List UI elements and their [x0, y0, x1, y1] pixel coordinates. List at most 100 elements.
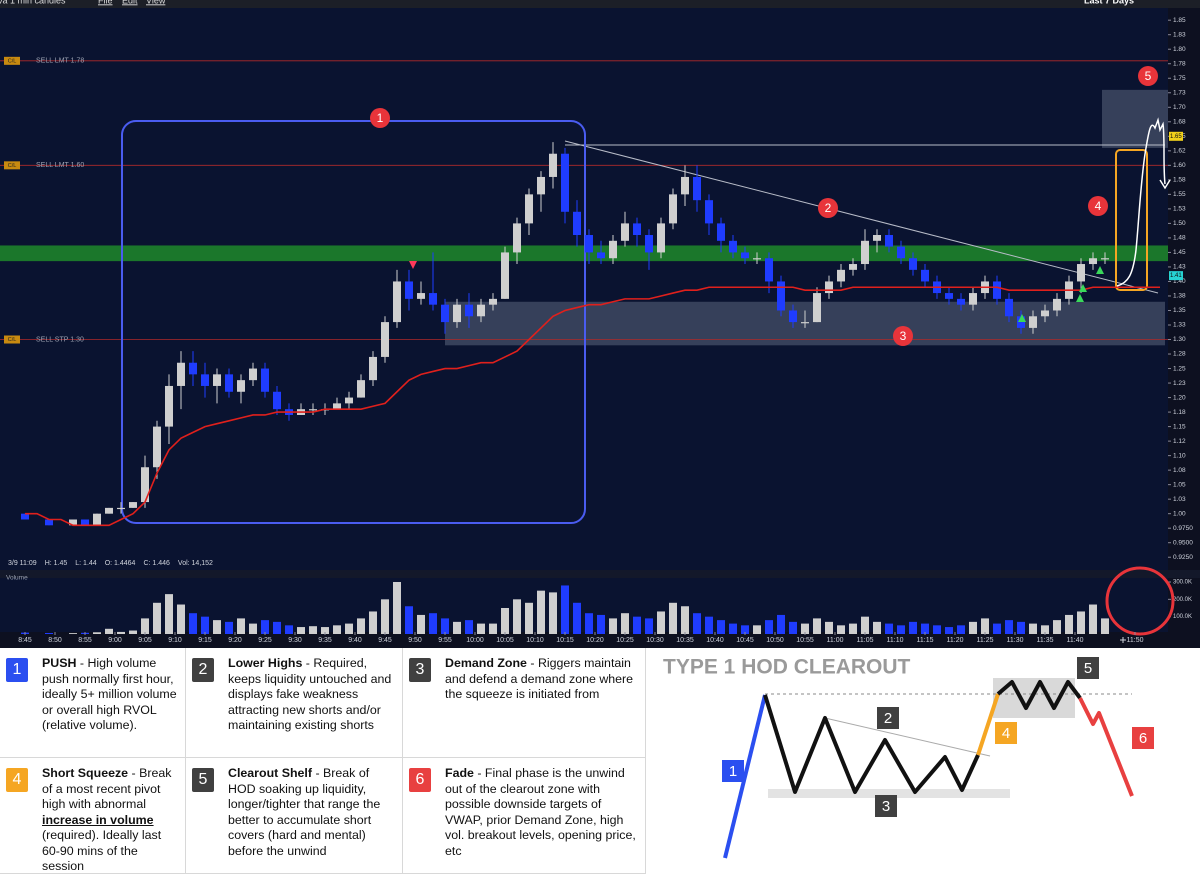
- candle-body: [885, 235, 893, 247]
- price-tag-box: [1169, 271, 1183, 281]
- y-tick-label: 1.30: [1173, 336, 1186, 343]
- diagram-label: 3: [882, 798, 890, 815]
- volume-bar: [453, 621, 461, 634]
- annotation-circle: [370, 108, 390, 128]
- x-tick-label: 11:40: [1067, 637, 1084, 644]
- y-tick-label: 1.68: [1173, 119, 1186, 126]
- y-tick-label: 1.08: [1173, 467, 1186, 474]
- candle-body: [177, 362, 185, 386]
- drawn-path: [1116, 117, 1166, 287]
- volume-bar: [333, 625, 341, 634]
- y-tick-label: 1.80: [1173, 46, 1186, 53]
- y-tick-label: 0.9750: [1173, 525, 1193, 532]
- candle-body: [585, 235, 593, 253]
- info-field: 3/9 11:09: [8, 560, 37, 567]
- x-tick-label: 8:55: [78, 637, 92, 644]
- volume-bar: [681, 606, 689, 634]
- volume-bar: [165, 594, 173, 634]
- diagram-label: 4: [1002, 725, 1010, 742]
- candle-body: [801, 322, 809, 324]
- volume-bar: [777, 614, 785, 634]
- volume-bar: [705, 616, 713, 634]
- y-tick-label: 1.33: [1173, 322, 1186, 329]
- buy-marker: [1079, 284, 1087, 292]
- y-tick-label: 1.12: [1173, 438, 1186, 445]
- volume-bar: [897, 625, 905, 634]
- y-tick-label: 1.78: [1173, 60, 1186, 67]
- volume-bar: [225, 621, 233, 634]
- price-tag-box: [1169, 131, 1183, 141]
- x-tick-label: 10:00: [466, 637, 484, 644]
- cell-number: 4: [6, 768, 28, 792]
- candle-body: [753, 258, 761, 260]
- volume-bar: [1041, 625, 1049, 634]
- y-tick-label: 1.23: [1173, 380, 1186, 387]
- volume-bar: [921, 623, 929, 634]
- volume-bar: [417, 614, 425, 634]
- candle-body: [609, 240, 617, 259]
- y-tick-label: 1.60: [1173, 162, 1186, 169]
- diagram-label: 6: [1139, 730, 1147, 747]
- diagram-fade: [1078, 697, 1134, 797]
- volume-bar: [405, 606, 413, 634]
- candle-body: [921, 269, 929, 282]
- volume-bar: [993, 623, 1001, 634]
- volume-bar: [873, 621, 881, 634]
- candle-body: [1053, 298, 1061, 311]
- candle-body: [405, 281, 413, 299]
- y-tick-label: 0.9250: [1173, 554, 1193, 561]
- price-axis: [1168, 8, 1200, 648]
- toolbar-range[interactable]: Last 7 Days: [1084, 0, 1134, 5]
- volume-bar: [129, 630, 137, 634]
- toolbar-menu[interactable]: File: [98, 0, 113, 5]
- candle-body: [429, 293, 437, 305]
- candle-body: [153, 426, 161, 468]
- volume-bar: [813, 618, 821, 634]
- y-tick-label: 1.18: [1173, 409, 1186, 416]
- candle-body: [357, 380, 365, 398]
- toolbar-menu[interactable]: Edit: [122, 0, 138, 5]
- cell-text: PUSH - High volume push normally first h…: [42, 656, 177, 734]
- y-tick-label: 1.48: [1173, 235, 1186, 242]
- info-field: H: 1.45: [45, 560, 68, 567]
- volume-bar: [237, 618, 245, 634]
- cell-number: 1: [6, 658, 28, 682]
- x-tick-label: 11:35: [1037, 637, 1054, 644]
- x-tick-label: 11:20: [947, 637, 964, 644]
- volume-bar: [501, 607, 509, 634]
- candle-body: [729, 240, 737, 253]
- candle-body: [897, 246, 905, 259]
- squeeze-box: [1115, 149, 1148, 291]
- buy-marker: [1096, 266, 1104, 274]
- toolbar-menu[interactable]: View: [146, 0, 166, 5]
- candle-body: [969, 293, 977, 305]
- candle-body: [165, 385, 173, 427]
- candle-body: [369, 356, 377, 381]
- candle-body: [345, 397, 353, 404]
- diagram-label: 1: [729, 763, 737, 780]
- candle-body: [45, 519, 53, 526]
- x-tick-label: 9:30: [288, 637, 302, 644]
- x-tick-label: 9:45: [378, 637, 392, 644]
- volume-bar: [561, 585, 569, 634]
- cell-number: 6: [409, 768, 431, 792]
- cell-body: - Break of HOD soaking up liquidity, lon…: [228, 766, 381, 858]
- diagram-lower-highs: [763, 694, 980, 794]
- y-tick-label: 1.83: [1173, 31, 1186, 38]
- y-tick-label: 1.38: [1173, 293, 1186, 300]
- annotation-number: 3: [900, 329, 907, 343]
- volume-bar: [45, 632, 53, 634]
- x-tick-label: 10:50: [766, 637, 784, 644]
- legend-cell: 6 Fade - Final phase is the unwind out of…: [403, 758, 646, 874]
- volume-bar: [393, 581, 401, 634]
- cell-title: Demand Zone: [445, 656, 527, 670]
- volume-bar: [1005, 620, 1013, 634]
- annotation-number: 5: [1145, 69, 1152, 83]
- candle-body: [573, 211, 581, 236]
- candle-body: [273, 391, 281, 410]
- volume-bar: [861, 616, 869, 634]
- volume-bar: [69, 633, 77, 634]
- cell-number: 2: [192, 658, 214, 682]
- order-tag-box: [4, 335, 20, 344]
